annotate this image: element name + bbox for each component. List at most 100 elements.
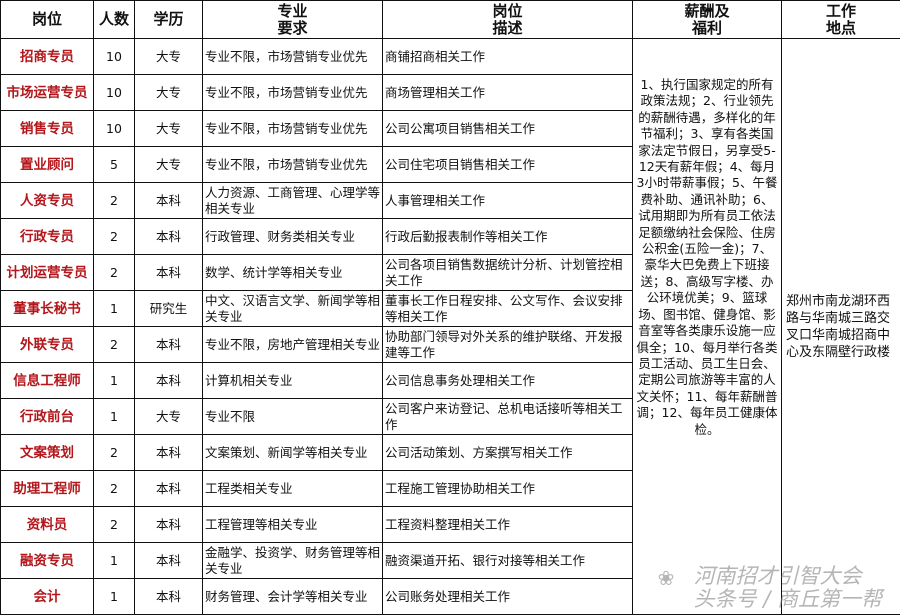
header-major-l1: 专业: [277, 1, 308, 20]
education-cell: 本科: [134, 506, 203, 543]
benefits-cell: 1、执行国家规定的所有政策法规；2、行业领先的薪酬待遇，多样化的年节福利；3、享…: [632, 38, 782, 615]
table-row: 资料员 2 本科 工程管理等相关专业 工程资料整理相关工作: [0, 506, 900, 543]
major-cell: 人力资源、工商管理、心理学等相关专业: [202, 182, 383, 219]
position-cell: 人资专员: [0, 182, 94, 219]
header-location-l1: 工作: [825, 1, 856, 20]
major-cell: 工程类相关专业: [202, 470, 383, 507]
education-cell: 本科: [134, 254, 203, 291]
description-cell: 工程施工管理协助相关工作: [382, 470, 633, 507]
description-cell: 董事长工作日程安排、公文写作、会议安排等相关工作: [382, 290, 633, 327]
major-cell: 专业不限，市场营销专业优先: [202, 38, 383, 75]
education-cell: 本科: [134, 218, 203, 255]
description-cell: 公司客户来访登记、总机电话接听等相关工作: [382, 398, 633, 435]
position-cell: 文案策划: [0, 434, 94, 471]
position-cell: 会计: [0, 578, 94, 615]
education-cell: 大专: [134, 146, 203, 183]
count-cell: 2: [93, 470, 135, 507]
position-cell: 置业顾问: [0, 146, 94, 183]
wechat-icon: ❀: [657, 566, 675, 590]
header-major-l2: 要求: [277, 18, 308, 37]
description-cell: 公司公寓项目销售相关工作: [382, 110, 633, 147]
location-cell: 郑州市南龙湖环西路与华南城三路交叉口华南城招商中心及东隔壁行政楼: [781, 38, 900, 615]
description-cell: 行政后勤报表制作等相关工作: [382, 218, 633, 255]
table-row: 董事长秘书 1 研究生 中文、汉语言文学、新闻学等相关专业 董事长工作日程安排、公文写作…: [0, 290, 900, 327]
header-position: 岗位: [0, 0, 94, 39]
count-cell: 2: [93, 506, 135, 543]
position-cell: 销售专员: [0, 110, 94, 147]
major-cell: 专业不限，市场营销专业优先: [202, 110, 383, 147]
major-cell: 专业不限，市场营销专业优先: [202, 146, 383, 183]
table-row: 行政前台 1 大专 专业不限 公司客户来访登记、总机电话接听等相关工作: [0, 398, 900, 435]
table-row: 市场运营专员 10 大专 专业不限，市场营销专业优先 商场管理相关工作: [0, 74, 900, 111]
education-cell: 大专: [134, 398, 203, 435]
major-cell: 中文、汉语言文学、新闻学等相关专业: [202, 290, 383, 327]
position-cell: 计划运营专员: [0, 254, 94, 291]
description-cell: 工程资料整理相关工作: [382, 506, 633, 543]
major-cell: 财务管理、会计学等相关专业: [202, 578, 383, 615]
position-cell: 信息工程师: [0, 362, 94, 399]
table-row: 助理工程师 2 本科 工程类相关专业 工程施工管理协助相关工作: [0, 470, 900, 507]
education-cell: 本科: [134, 578, 203, 615]
education-cell: 本科: [134, 434, 203, 471]
count-cell: 1: [93, 578, 135, 615]
education-cell: 大专: [134, 38, 203, 75]
position-cell: 外联专员: [0, 326, 94, 363]
description-cell: 协助部门领导对外关系的维护联络、开发报建等工作: [382, 326, 633, 363]
major-cell: 专业不限: [202, 398, 383, 435]
table-row: 外联专员 2 本科 专业不限，房地产管理相关专业 协助部门领导对外关系的维护联络、开发报…: [0, 326, 900, 363]
header-benefits-l2: 福利: [691, 18, 722, 37]
description-cell: 公司住宅项目销售相关工作: [382, 146, 633, 183]
table-row: 行政专员 2 本科 行政管理、财务类相关专业 行政后勤报表制作等相关工作: [0, 218, 900, 255]
position-cell: 行政专员: [0, 218, 94, 255]
position-cell: 资料员: [0, 506, 94, 543]
table-row: 招商专员 10 大专 专业不限，市场营销专业优先 商铺招商相关工作 1、执行国家规定的所有…: [0, 38, 900, 615]
major-cell: 专业不限，市场营销专业优先: [202, 74, 383, 111]
table-row: 文案策划 2 本科 文案策划、新闻学等相关专业 公司活动策划、方案撰写相关工作: [0, 434, 900, 471]
description-cell: 公司活动策划、方案撰写相关工作: [382, 434, 633, 471]
table-row: 销售专员 10 大专 专业不限，市场营销专业优先 公司公寓项目销售相关工作: [0, 110, 900, 147]
header-benefits-l1: 薪酬及: [684, 1, 730, 20]
count-cell: 2: [93, 434, 135, 471]
major-cell: 金融学、投资学、财务管理等相关专业: [202, 542, 383, 579]
position-cell: 行政前台: [0, 398, 94, 435]
description-cell: 人事管理相关工作: [382, 182, 633, 219]
description-cell: 商场管理相关工作: [382, 74, 633, 111]
education-cell: 大专: [134, 74, 203, 111]
count-cell: 2: [93, 182, 135, 219]
education-cell: 研究生: [134, 290, 203, 327]
table-row: 信息工程师 1 本科 计算机相关专业 公司信息事务处理相关工作: [0, 362, 900, 399]
count-cell: 1: [93, 398, 135, 435]
description-cell: 融资渠道开拓、银行对接等相关工作: [382, 542, 633, 579]
major-cell: 专业不限，房地产管理相关专业: [202, 326, 383, 363]
header-education: 学历: [134, 0, 203, 39]
count-cell: 10: [93, 38, 135, 75]
description-cell: 商铺招商相关工作: [382, 38, 633, 75]
position-cell: 董事长秘书: [0, 290, 94, 327]
count-cell: 1: [93, 362, 135, 399]
header-benefits: 薪酬及 福利: [632, 0, 782, 39]
header-location: 工作 地点: [781, 0, 900, 39]
education-cell: 本科: [134, 542, 203, 579]
header-desc-l2: 描述: [492, 18, 523, 37]
description-cell: 公司账务处理相关工作: [382, 578, 633, 615]
count-cell: 2: [93, 218, 135, 255]
count-cell: 5: [93, 146, 135, 183]
position-cell: 助理工程师: [0, 470, 94, 507]
education-cell: 本科: [134, 362, 203, 399]
count-cell: 1: [93, 290, 135, 327]
major-cell: 工程管理等相关专业: [202, 506, 383, 543]
major-cell: 数学、统计学等相关专业: [202, 254, 383, 291]
position-cell: 市场运营专员: [0, 74, 94, 111]
header-count: 人数: [93, 0, 135, 39]
education-cell: 本科: [134, 470, 203, 507]
header-desc-l1: 岗位: [492, 1, 523, 20]
header-description: 岗位 描述: [382, 0, 633, 39]
education-cell: 本科: [134, 326, 203, 363]
education-cell: 本科: [134, 182, 203, 219]
count-cell: 10: [93, 110, 135, 147]
table-row: 会计 1 本科 财务管理、会计学等相关专业 公司账务处理相关工作: [0, 578, 900, 615]
watermark: ❀ 河南招才引智大会 头条号 / 商丘第一帮: [658, 565, 882, 611]
table-row: 人资专员 2 本科 人力资源、工商管理、心理学等相关专业 人事管理相关工作: [0, 182, 900, 219]
header-location-l2: 地点: [825, 18, 856, 37]
